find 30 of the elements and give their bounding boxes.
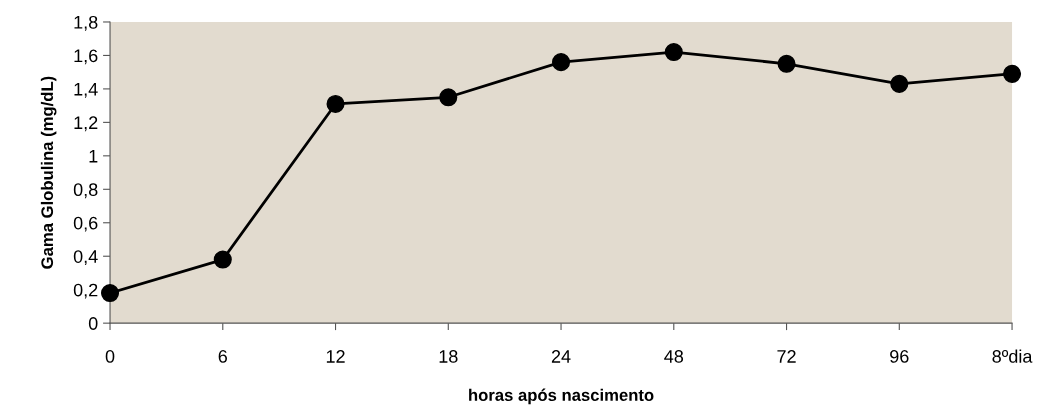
y-axis-title: Gama Globulina (mg/dL) bbox=[40, 76, 57, 269]
y-tick-label: 1 bbox=[89, 149, 98, 163]
y-tick-label: 1,6 bbox=[74, 49, 98, 65]
x-tick-label: 0 bbox=[105, 350, 115, 363]
x-tick-label: 96 bbox=[890, 350, 909, 363]
x-tick-label: 48 bbox=[664, 350, 684, 363]
y-tick-label: 1,8 bbox=[74, 15, 98, 31]
x-tick-label: 72 bbox=[777, 350, 796, 363]
x-tick-label: 12 bbox=[326, 350, 345, 363]
y-tick-label: 0 bbox=[88, 317, 98, 330]
y-tick-label: 0,6 bbox=[73, 216, 98, 232]
point bbox=[552, 53, 571, 72]
point bbox=[664, 43, 683, 62]
point bbox=[439, 88, 458, 107]
y-tick-label: 0,8 bbox=[73, 183, 98, 199]
x-tick-label: 18 bbox=[439, 350, 458, 363]
x-tick-label: 6 bbox=[218, 350, 228, 363]
x-tick-label: 8ºdia bbox=[992, 349, 1033, 363]
point bbox=[890, 74, 909, 93]
y-tick-label: 0,2 bbox=[73, 283, 98, 299]
x-tick-label: 24 bbox=[551, 350, 571, 363]
point bbox=[326, 94, 345, 113]
x-axis-title: horas após nascimento bbox=[469, 388, 654, 405]
point bbox=[1003, 64, 1022, 83]
y-tick-label: 1,4 bbox=[74, 83, 98, 98]
point bbox=[213, 250, 232, 269]
point bbox=[777, 54, 796, 73]
point bbox=[100, 284, 120, 303]
y-tick-label: 0,4 bbox=[73, 250, 98, 266]
y-tick-label: 1,2 bbox=[74, 116, 98, 132]
